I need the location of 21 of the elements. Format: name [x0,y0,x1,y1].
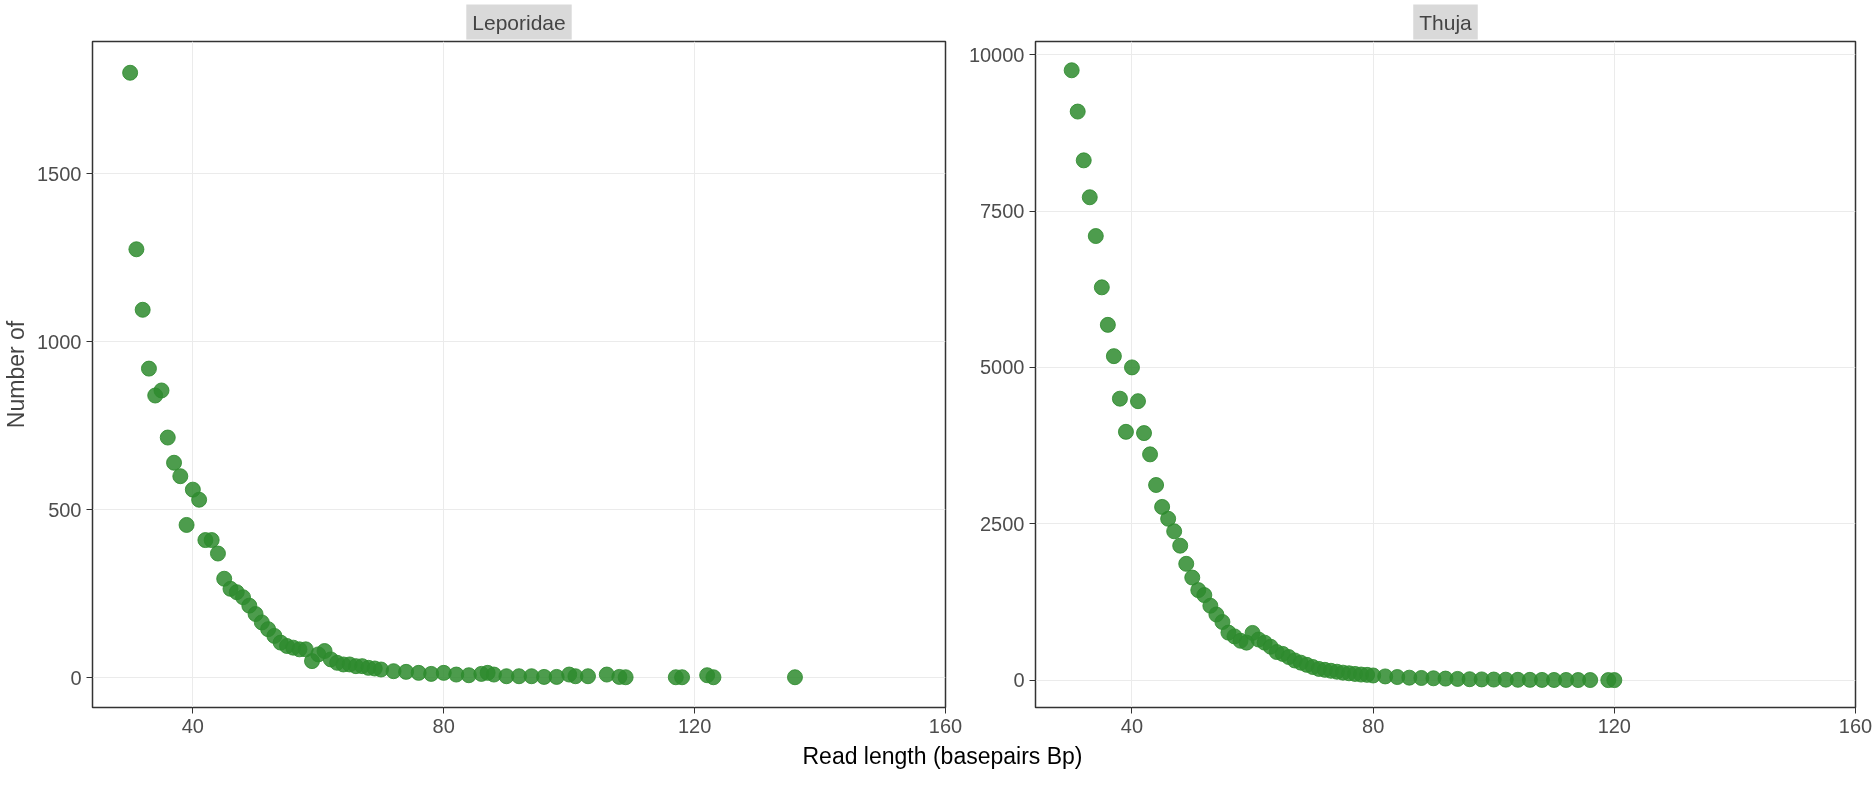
y-axis-title: Number of [3,320,30,429]
y-tick-label: 5000 [980,356,1025,379]
x-tick-label: 80 [1362,714,1385,737]
x-tick-label: 160 [928,714,963,737]
y-tick-label: 10000 [968,43,1025,66]
x-tick-label: 40 [181,714,204,737]
y-tick-label: 7500 [980,200,1025,223]
y-tick-label: 0 [70,666,82,689]
x-tick-label: 40 [1120,714,1144,737]
chart-title: Thuja [1419,10,1473,34]
y-tick-label: 1000 [37,330,82,353]
y-tick-label: 0 [1013,669,1025,692]
y-tick-label: 2500 [980,512,1025,535]
x-tick-label: 160 [1838,714,1873,737]
y-tick-label: 500 [48,498,82,521]
x-tick-label: 120 [677,714,712,737]
chart-title: Leporidae [472,10,566,34]
x-axis-title: Read length (basepairs Bp) [802,742,1083,771]
x-tick-label: 80 [432,714,455,737]
x-tick-label: 120 [1597,714,1632,737]
y-tick-label: 1500 [37,162,82,185]
